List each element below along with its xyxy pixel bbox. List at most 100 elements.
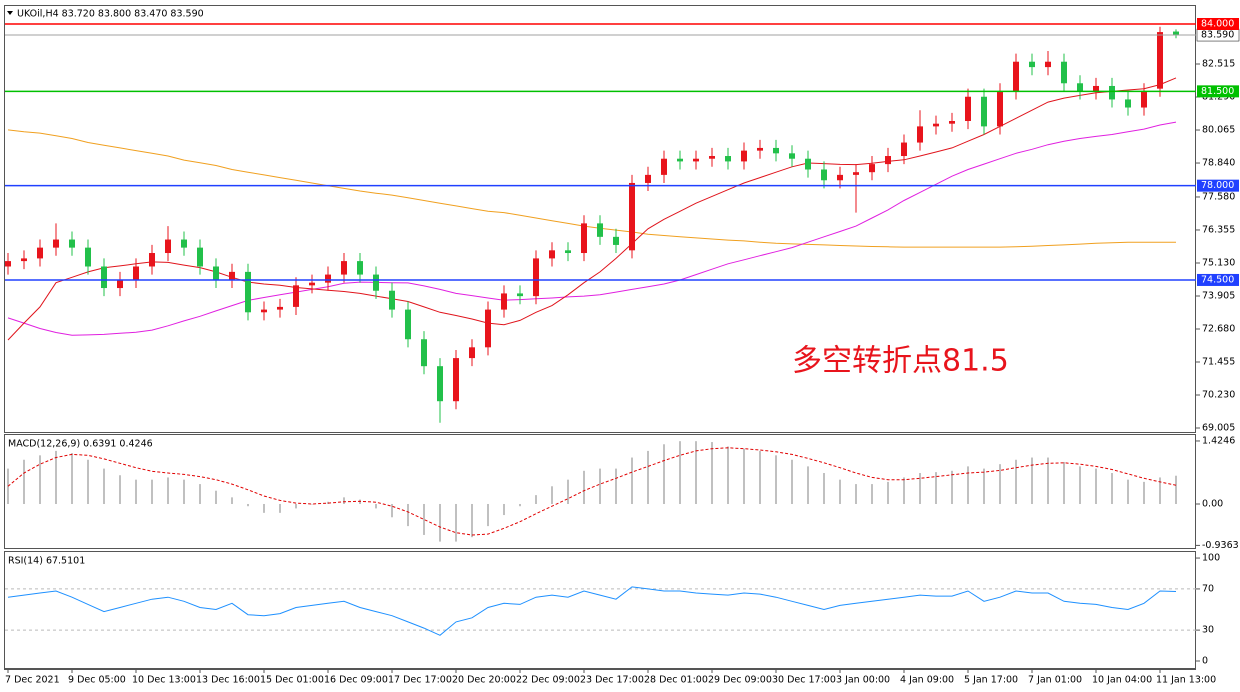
candle-body [325,274,331,283]
macd-bar [183,479,185,504]
y-tick-label: 75.130 [1202,257,1235,268]
candle-body [165,239,171,254]
macd-bar [103,468,105,504]
y-tick-label: 78.840 [1202,158,1235,169]
candle-body [501,293,507,310]
level-tag-label: 84.000 [1201,18,1234,29]
candle-body [1077,83,1083,92]
candle-body [117,279,123,289]
candle-body [5,261,11,267]
macd-bar [327,501,329,504]
candle-body [517,293,523,297]
candle-body [469,347,475,359]
x-tick-label: 9 Dec 05:00 [68,675,126,686]
candle-body [245,271,251,313]
menu-triangle[interactable] [7,11,13,15]
macd-bar [1159,477,1161,504]
candle-body [133,266,139,280]
candle-body [1109,85,1115,100]
macd-bar [871,484,873,504]
y-tick-label: -0.9363 [1202,540,1239,551]
candle-body [629,182,635,251]
y-tick-label: 77.580 [1202,191,1235,202]
candle-body [405,309,411,340]
candle-body [709,156,715,159]
candle-body [1093,85,1099,92]
y-tick-label: 82.515 [1202,59,1235,70]
candle-body [661,158,667,175]
x-tick-label: 4 Jan 09:00 [900,675,954,686]
indicator-line [7,77,1177,341]
macd-bar [759,450,761,504]
candle-body [293,285,299,307]
macd-bar [775,455,777,504]
y-tick-label: 100 [1202,553,1220,564]
candle-body [821,169,827,181]
macd-bar [71,453,73,504]
y-tick-label: 73.905 [1202,290,1235,301]
candle-body [229,271,235,280]
macd-bar [1175,475,1177,504]
macd-bar [87,459,89,504]
level-tag-label: 78.000 [1201,180,1234,191]
candle-body [645,174,651,183]
macd-bar [295,503,297,509]
candle-body [421,339,427,367]
macd-bar [983,468,985,504]
x-tick-label: 29 Dec 09:00 [708,675,772,686]
candle-body [741,150,747,162]
candle-body [453,358,459,402]
candle-body [485,309,491,348]
candle-body [309,282,315,286]
x-tick-label: 17 Dec 17:00 [388,675,452,686]
x-tick-label: 28 Dec 01:00 [644,675,708,686]
macd-bar [647,450,649,504]
y-tick-label: 80.065 [1202,125,1235,136]
macd-bar [519,503,521,507]
x-tick-label: 7 Dec 2021 [5,675,60,686]
x-tick-label: 13 Dec 16:00 [196,675,260,686]
macd-bar [23,459,25,504]
candle-body [357,261,363,275]
indicator-line [7,586,1177,636]
y-tick-label: 70.230 [1202,390,1235,401]
macd-bar [55,450,57,504]
macd-bar [855,484,857,504]
macd-bar [151,479,153,504]
macd-bar [951,470,953,504]
panel-title: UKOil,H4 83.720 83.800 83.470 83.590 [17,9,204,20]
macd-bar [1047,457,1049,504]
y-tick-label: 76.355 [1202,224,1235,235]
candle-body [53,239,59,248]
candle-body [437,366,443,402]
macd-bar [823,473,825,504]
macd-bar [711,442,713,504]
candle-body [1061,61,1067,84]
level-tag-label: 74.500 [1201,274,1234,285]
macd-bar [999,464,1001,504]
macd-bar [935,472,937,504]
level-tag [1197,273,1239,286]
x-tick-label: 30 Dec 17:00 [772,675,836,686]
macd-bar [967,466,969,504]
y-tick-label: 0.00 [1202,498,1223,509]
y-tick-label: 30 [1202,625,1214,636]
x-tick-label: 7 Jan 01:00 [1028,675,1082,686]
macd-bar [1095,468,1097,504]
macd-bar [375,503,377,509]
candle-body [805,158,811,170]
x-tick-label: 22 Dec 09:00 [516,675,580,686]
macd-bar [1015,459,1017,504]
macd-bar [279,503,281,513]
level-tag [1197,179,1239,192]
macd-bar [391,503,393,518]
candle-body [37,247,43,259]
candle-body [341,261,347,275]
x-tick-label: 3 Jan 00:00 [836,675,890,686]
macd-bar [679,441,681,504]
candle-body [1173,31,1179,36]
macd-bar [167,477,169,504]
annotation: 多空转折点81.5 [792,344,1009,379]
